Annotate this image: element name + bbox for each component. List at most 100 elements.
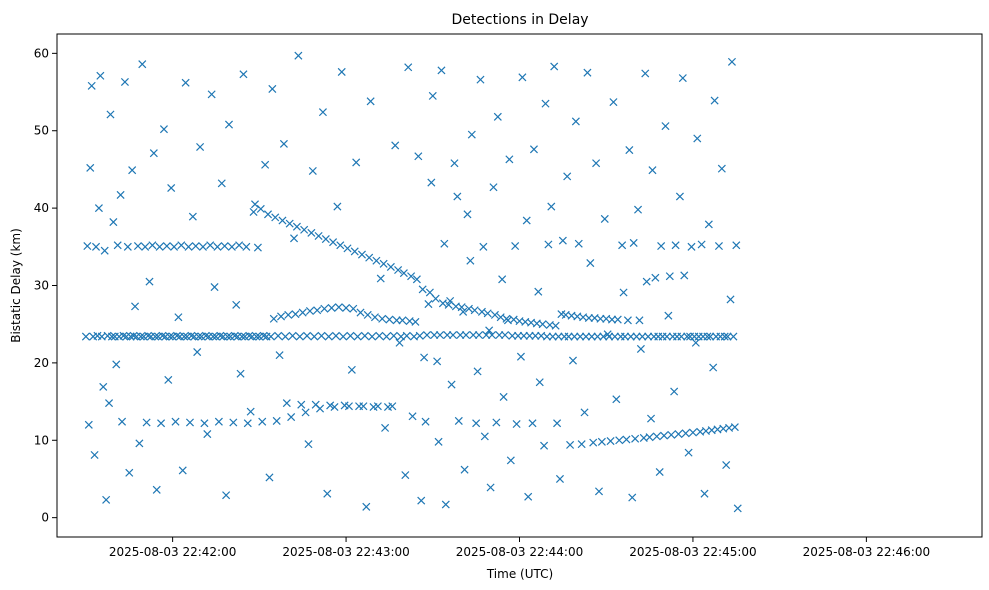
data-point xyxy=(623,316,632,325)
data-point xyxy=(250,200,260,209)
data-point xyxy=(512,419,521,429)
data-point xyxy=(680,271,689,280)
data-point xyxy=(307,228,316,237)
y-tick-label: 10 xyxy=(34,433,49,447)
data-point xyxy=(485,326,494,335)
data-point xyxy=(105,399,114,408)
data-point xyxy=(217,179,226,188)
data-point xyxy=(581,332,591,341)
data-point xyxy=(191,242,200,251)
data-point xyxy=(661,122,670,131)
data-point xyxy=(227,242,236,251)
data-point xyxy=(414,152,423,161)
x-tick-label: 2025-08-03 22:46:00 xyxy=(803,545,930,559)
data-point xyxy=(534,287,543,296)
y-tick-label: 40 xyxy=(34,201,49,215)
data-point xyxy=(615,436,624,445)
data-point xyxy=(386,262,395,271)
data-point xyxy=(236,369,245,378)
data-point xyxy=(320,304,329,313)
data-point xyxy=(297,400,306,409)
data-point xyxy=(321,235,330,244)
data-point xyxy=(412,275,421,284)
data-point xyxy=(203,430,212,439)
data-point xyxy=(313,306,322,315)
data-point xyxy=(171,417,180,426)
data-point xyxy=(498,275,507,284)
data-point xyxy=(421,417,430,426)
data-point xyxy=(174,313,183,322)
data-point xyxy=(298,308,307,317)
data-point xyxy=(372,256,381,265)
y-tick-label: 0 xyxy=(41,511,49,525)
data-point xyxy=(342,303,351,312)
data-point xyxy=(558,236,567,245)
data-point xyxy=(151,332,160,341)
data-point xyxy=(438,299,447,308)
data-point xyxy=(285,219,294,228)
data-point xyxy=(633,205,643,214)
data-point xyxy=(508,331,517,340)
data-point xyxy=(514,331,523,340)
data-point xyxy=(379,259,388,268)
data-point xyxy=(710,96,719,105)
data-point xyxy=(368,332,377,341)
data-point xyxy=(652,432,661,441)
data-point xyxy=(99,382,108,391)
data-point xyxy=(450,159,459,168)
data-point xyxy=(167,183,176,193)
data-point xyxy=(440,239,449,248)
data-point xyxy=(385,315,394,324)
y-tick-label: 60 xyxy=(34,46,49,60)
data-point xyxy=(128,166,137,175)
data-point xyxy=(120,77,129,87)
data-point xyxy=(662,332,671,341)
data-point xyxy=(681,429,690,438)
data-point xyxy=(629,238,638,247)
data-point xyxy=(391,141,400,150)
data-point xyxy=(185,418,194,427)
data-point xyxy=(353,332,362,341)
data-point xyxy=(242,242,251,251)
data-point xyxy=(102,495,111,504)
data-point xyxy=(720,332,729,341)
data-point xyxy=(540,441,549,450)
data-point xyxy=(600,214,609,223)
data-point xyxy=(482,331,491,340)
data-point xyxy=(158,331,167,340)
data-point xyxy=(511,242,520,251)
data-point xyxy=(113,241,122,250)
data-point xyxy=(714,242,723,251)
data-point xyxy=(376,274,385,283)
data-point xyxy=(422,331,432,340)
data-point xyxy=(620,332,630,341)
data-point xyxy=(636,344,645,353)
data-point xyxy=(655,467,664,477)
data-point xyxy=(428,91,437,100)
data-point xyxy=(200,419,209,428)
data-point xyxy=(525,331,534,340)
data-point xyxy=(253,243,262,252)
data-point xyxy=(646,414,656,423)
data-point xyxy=(431,294,440,303)
data-point xyxy=(271,213,280,222)
data-point xyxy=(594,487,604,496)
data-point xyxy=(606,437,615,446)
data-point xyxy=(564,332,573,341)
data-point xyxy=(407,272,416,281)
data-point xyxy=(678,74,687,83)
data-point xyxy=(159,125,168,134)
data-point xyxy=(401,471,410,480)
data-point xyxy=(141,242,150,251)
data-point xyxy=(433,357,442,366)
data-point xyxy=(382,332,391,341)
data-point xyxy=(667,430,676,439)
markers xyxy=(81,51,742,513)
data-point xyxy=(392,316,401,325)
data-point xyxy=(453,192,462,201)
data-point xyxy=(551,321,560,330)
data-point xyxy=(239,70,248,79)
data-point xyxy=(272,416,281,425)
data-point xyxy=(294,51,303,60)
data-point xyxy=(126,332,135,341)
